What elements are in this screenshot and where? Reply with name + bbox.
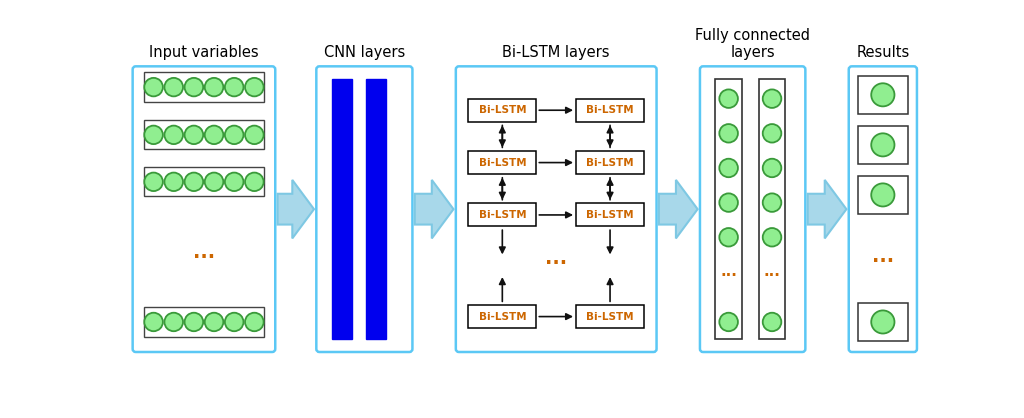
Circle shape — [719, 228, 738, 247]
Circle shape — [205, 313, 223, 331]
Bar — [575, 99, 644, 122]
Circle shape — [763, 159, 781, 177]
Bar — [858, 303, 907, 341]
Polygon shape — [658, 180, 697, 238]
Text: Bi-LSTM: Bi-LSTM — [478, 105, 526, 115]
Circle shape — [871, 184, 895, 206]
Text: Results: Results — [856, 45, 909, 60]
Bar — [575, 305, 644, 328]
Circle shape — [719, 124, 738, 143]
Circle shape — [763, 194, 781, 212]
Circle shape — [871, 311, 895, 334]
FancyBboxPatch shape — [849, 66, 916, 352]
Bar — [143, 72, 264, 102]
Bar — [468, 204, 537, 227]
Text: Bi-LSTM layers: Bi-LSTM layers — [503, 45, 610, 60]
Circle shape — [184, 313, 203, 331]
Text: Input variables: Input variables — [150, 45, 259, 60]
Circle shape — [719, 313, 738, 331]
Bar — [716, 79, 741, 339]
Text: Bi-LSTM: Bi-LSTM — [586, 105, 634, 115]
Bar — [366, 79, 386, 339]
Circle shape — [184, 78, 203, 97]
Circle shape — [245, 78, 263, 97]
Text: Fully connected
layers: Fully connected layers — [695, 28, 810, 60]
Text: Bi-LSTM: Bi-LSTM — [478, 311, 526, 321]
Text: ...: ... — [545, 249, 567, 268]
Bar — [858, 176, 907, 214]
Circle shape — [719, 194, 738, 212]
Circle shape — [144, 173, 163, 191]
Circle shape — [225, 78, 244, 97]
FancyBboxPatch shape — [133, 66, 275, 352]
Text: ...: ... — [193, 243, 215, 262]
Bar — [858, 126, 907, 164]
Circle shape — [144, 126, 163, 144]
Circle shape — [184, 126, 203, 144]
Circle shape — [719, 89, 738, 108]
Circle shape — [763, 313, 781, 331]
Circle shape — [205, 173, 223, 191]
Circle shape — [225, 313, 244, 331]
Bar — [468, 151, 537, 174]
Bar — [468, 305, 537, 328]
Circle shape — [225, 173, 244, 191]
Circle shape — [205, 78, 223, 97]
Circle shape — [144, 313, 163, 331]
Text: Bi-LSTM: Bi-LSTM — [586, 158, 634, 168]
Circle shape — [165, 173, 183, 191]
Circle shape — [245, 126, 263, 144]
Polygon shape — [415, 180, 454, 238]
Polygon shape — [278, 180, 314, 238]
Bar — [143, 307, 264, 336]
Text: CNN layers: CNN layers — [324, 45, 406, 60]
Circle shape — [165, 78, 183, 97]
Bar — [759, 79, 785, 339]
FancyBboxPatch shape — [700, 66, 805, 352]
Text: Bi-LSTM: Bi-LSTM — [586, 210, 634, 220]
Text: ...: ... — [720, 265, 737, 279]
Text: ...: ... — [764, 265, 780, 279]
Circle shape — [205, 126, 223, 144]
Bar — [575, 204, 644, 227]
Polygon shape — [808, 180, 847, 238]
Circle shape — [245, 173, 263, 191]
Circle shape — [871, 133, 895, 156]
Circle shape — [165, 313, 183, 331]
Circle shape — [225, 126, 244, 144]
Circle shape — [184, 173, 203, 191]
Circle shape — [763, 124, 781, 143]
Text: Bi-LSTM: Bi-LSTM — [586, 311, 634, 321]
FancyBboxPatch shape — [456, 66, 656, 352]
Text: ...: ... — [871, 247, 894, 266]
Circle shape — [165, 126, 183, 144]
Circle shape — [719, 159, 738, 177]
Text: Bi-LSTM: Bi-LSTM — [478, 210, 526, 220]
Circle shape — [763, 228, 781, 247]
Circle shape — [144, 78, 163, 97]
Bar — [468, 99, 537, 122]
Bar — [858, 76, 907, 114]
Text: Bi-LSTM: Bi-LSTM — [478, 158, 526, 168]
Bar — [332, 79, 352, 339]
Circle shape — [871, 83, 895, 106]
Bar — [575, 151, 644, 174]
Circle shape — [763, 89, 781, 108]
Circle shape — [245, 313, 263, 331]
Bar — [143, 167, 264, 196]
FancyBboxPatch shape — [316, 66, 413, 352]
Bar — [143, 120, 264, 150]
